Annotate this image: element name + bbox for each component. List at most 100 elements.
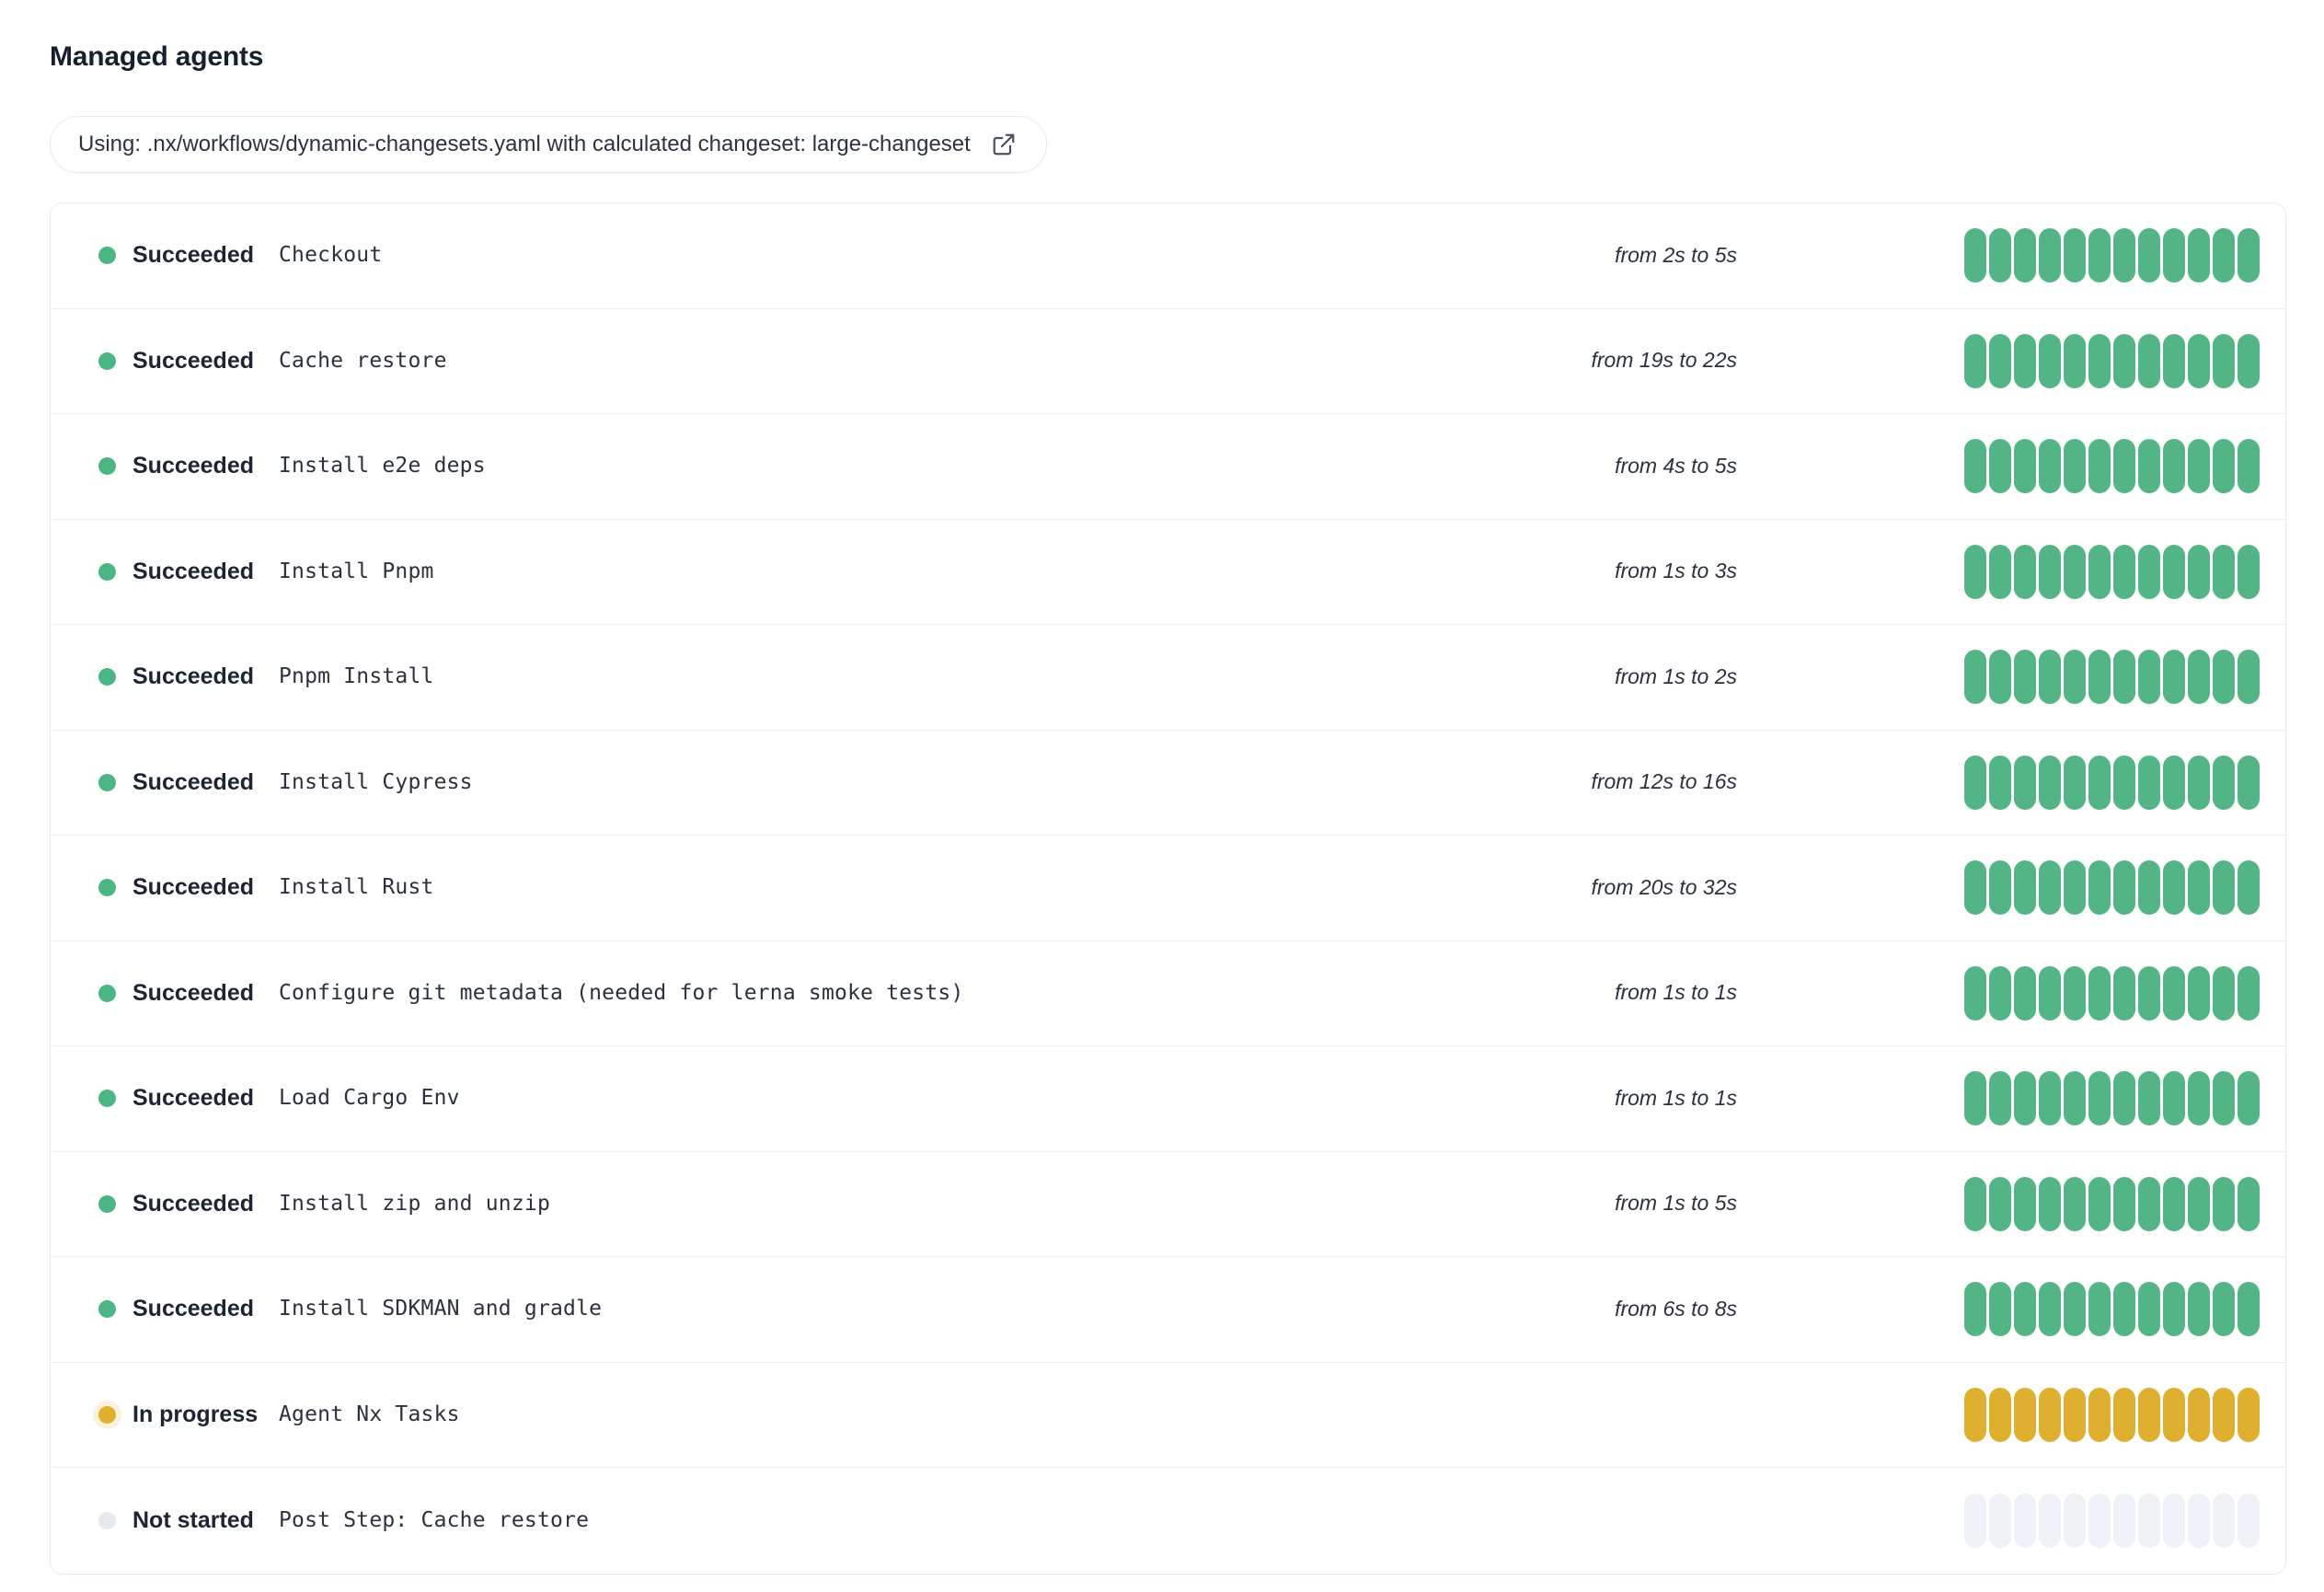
agent-progress-bar[interactable] (2088, 228, 2111, 283)
agent-progress-bar[interactable] (2088, 439, 2111, 494)
agent-progress-bar[interactable] (2188, 439, 2210, 494)
agent-progress-bar[interactable] (2163, 1071, 2185, 1126)
agent-progress-bar[interactable] (2014, 650, 2036, 705)
agent-progress-bar[interactable] (2138, 228, 2160, 283)
agent-progress-bar[interactable] (1964, 1071, 1986, 1126)
agent-progress-bar[interactable] (2088, 1493, 2111, 1548)
table-row[interactable]: Succeeded Install SDKMAN and gradle from 6… (51, 1257, 2285, 1363)
agent-progress-bar[interactable] (2213, 1176, 2235, 1231)
agent-progress-bar[interactable] (2238, 228, 2260, 283)
agent-progress-bar[interactable] (2064, 439, 2086, 494)
agent-progress-bar[interactable] (2163, 544, 2185, 599)
agent-progress-bar[interactable] (2188, 1176, 2210, 1231)
agent-progress-bar[interactable] (2163, 755, 2185, 810)
agent-progress-bar[interactable] (1964, 860, 1986, 916)
agent-progress-bar[interactable] (2039, 228, 2061, 283)
agent-progress-bar[interactable] (1989, 228, 2011, 283)
agent-progress-bar[interactable] (1989, 1282, 2011, 1337)
agent-progress-bar[interactable] (2113, 439, 2135, 494)
agent-progress-bar[interactable] (1964, 755, 1986, 810)
agent-progress-bar[interactable] (2113, 650, 2135, 705)
agent-progress-bar[interactable] (2213, 860, 2235, 916)
agent-progress-bar[interactable] (2213, 1493, 2235, 1548)
agent-progress-bar[interactable] (2064, 1176, 2086, 1231)
agent-progress-bar[interactable] (2014, 1387, 2036, 1442)
agent-progress-bar[interactable] (2138, 544, 2160, 599)
agent-progress-bar[interactable] (2238, 439, 2260, 494)
table-row[interactable]: Succeeded Checkout from 2s to 5s (51, 203, 2285, 309)
agent-progress-bar[interactable] (2238, 860, 2260, 916)
agent-progress-bar[interactable] (1964, 1176, 1986, 1231)
agent-progress-bar[interactable] (2064, 1071, 2086, 1126)
table-row[interactable]: Succeeded Install Rust from 20s to 32s (51, 836, 2285, 941)
agent-progress-bar[interactable] (2039, 1493, 2061, 1548)
agent-progress-bar[interactable] (2188, 1387, 2210, 1442)
agent-progress-bar[interactable] (2213, 965, 2235, 1021)
agent-progress-bar[interactable] (2213, 1071, 2235, 1126)
agent-progress-bar[interactable] (2113, 1176, 2135, 1231)
agent-progress-bar[interactable] (2113, 333, 2135, 388)
agent-progress-bar[interactable] (2014, 333, 2036, 388)
agent-progress-bar[interactable] (2014, 1493, 2036, 1548)
agent-progress-bar[interactable] (1989, 1493, 2011, 1548)
agent-progress-bar[interactable] (1989, 1071, 2011, 1126)
agent-progress-bar[interactable] (2088, 1071, 2111, 1126)
external-link-icon[interactable] (991, 132, 1017, 157)
agent-progress-bar[interactable] (2064, 1282, 2086, 1337)
table-row[interactable]: Succeeded Install Pnpm from 1s to 3s (51, 519, 2285, 625)
agent-progress-bar[interactable] (2188, 1071, 2210, 1126)
agent-progress-bar[interactable] (2163, 1387, 2185, 1442)
agent-progress-bar[interactable] (2014, 228, 2036, 283)
agent-progress-bar[interactable] (2188, 1282, 2210, 1337)
agent-progress-bar[interactable] (2163, 228, 2185, 283)
agent-progress-bar[interactable] (2163, 860, 2185, 916)
agent-progress-bar[interactable] (2088, 650, 2111, 705)
agent-progress-bar[interactable] (2064, 1493, 2086, 1548)
agent-progress-bar[interactable] (2088, 965, 2111, 1021)
agent-progress-bar[interactable] (1964, 965, 1986, 1021)
agent-progress-bar[interactable] (2238, 1071, 2260, 1126)
agent-progress-bar[interactable] (1964, 228, 1986, 283)
table-row[interactable]: Succeeded Configure git metadata (needed … (51, 940, 2285, 1046)
agent-progress-bar[interactable] (2014, 1176, 2036, 1231)
agent-progress-bar[interactable] (2138, 333, 2160, 388)
agent-progress-bar[interactable] (2039, 1176, 2061, 1231)
agent-progress-bar[interactable] (2188, 965, 2210, 1021)
agent-progress-bar[interactable] (2113, 965, 2135, 1021)
agent-progress-bar[interactable] (2064, 755, 2086, 810)
table-row[interactable]: Succeeded Install Cypress from 12s to 16s (51, 730, 2285, 836)
agent-progress-bar[interactable] (2014, 860, 2036, 916)
agent-progress-bar[interactable] (2138, 1176, 2160, 1231)
agent-progress-bar[interactable] (2138, 860, 2160, 916)
agent-progress-bar[interactable] (2188, 228, 2210, 283)
agent-progress-bar[interactable] (2088, 755, 2111, 810)
agent-progress-bar[interactable] (1989, 860, 2011, 916)
agent-progress-bar[interactable] (1964, 439, 1986, 494)
agent-progress-bar[interactable] (2088, 1282, 2111, 1337)
agent-progress-bar[interactable] (2163, 333, 2185, 388)
agent-progress-bar[interactable] (2113, 228, 2135, 283)
agent-progress-bar[interactable] (2138, 1493, 2160, 1548)
agent-progress-bar[interactable] (2113, 860, 2135, 916)
agent-progress-bar[interactable] (2039, 1071, 2061, 1126)
agent-progress-bar[interactable] (2238, 333, 2260, 388)
agent-progress-bar[interactable] (2113, 1282, 2135, 1337)
agent-progress-bar[interactable] (2014, 965, 2036, 1021)
agent-progress-bar[interactable] (1989, 650, 2011, 705)
agent-progress-bar[interactable] (2039, 965, 2061, 1021)
agent-progress-bar[interactable] (2188, 650, 2210, 705)
agent-progress-bar[interactable] (2213, 333, 2235, 388)
agent-progress-bar[interactable] (2188, 860, 2210, 916)
agent-progress-bar[interactable] (2088, 333, 2111, 388)
agent-progress-bar[interactable] (1964, 544, 1986, 599)
using-workflow-banner[interactable]: Using: .nx/workflows/dynamic-changesets.… (50, 116, 1047, 173)
agent-progress-bar[interactable] (2138, 1387, 2160, 1442)
table-row[interactable]: Succeeded Pnpm Install from 1s to 2s (51, 625, 2285, 731)
agent-progress-bar[interactable] (2113, 755, 2135, 810)
agent-progress-bar[interactable] (2088, 1176, 2111, 1231)
table-row[interactable]: Not started Post Step: Cache restore (51, 1468, 2285, 1574)
agent-progress-bar[interactable] (2064, 860, 2086, 916)
agent-progress-bar[interactable] (2064, 650, 2086, 705)
agent-progress-bar[interactable] (2213, 650, 2235, 705)
agent-progress-bar[interactable] (1964, 1387, 1986, 1442)
